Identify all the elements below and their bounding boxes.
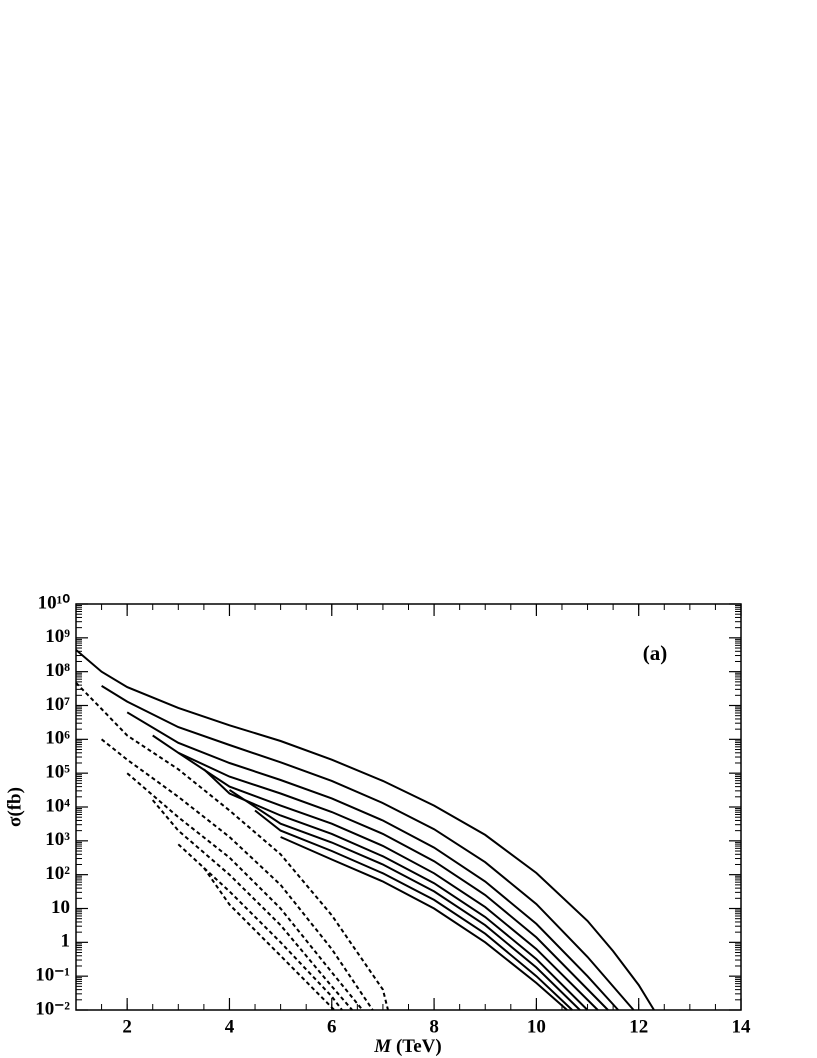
x-tick-label: 10	[527, 1016, 546, 1037]
curve	[151, 799, 353, 1011]
x-tick-label: 12	[629, 1016, 648, 1037]
y-tick-label: 10¹⁰	[38, 592, 71, 613]
curve	[228, 789, 581, 1011]
x-tick-label: 2	[122, 1016, 132, 1037]
curve	[177, 843, 343, 1011]
curve	[75, 682, 389, 1011]
y-tick-label: 10⁴	[45, 795, 70, 816]
curve	[254, 809, 573, 1011]
x-tick-label: 14	[732, 1016, 752, 1037]
annotation: (a)	[643, 641, 668, 665]
y-tick-label: 10⁵	[45, 762, 70, 783]
curve	[152, 734, 609, 1011]
y-tick-label: 10⁻¹	[35, 965, 70, 986]
y-tick-label: 10⁶	[45, 728, 70, 749]
y-tick-label: 10	[51, 897, 70, 918]
curve	[203, 867, 336, 1011]
x-axis-label: M (TeV)	[373, 1036, 441, 1057]
curve	[126, 711, 619, 1011]
x-tick-label: 6	[327, 1016, 337, 1037]
curve	[75, 649, 655, 1011]
curve	[126, 772, 364, 1011]
y-tick-label: 10⁷	[45, 694, 70, 715]
curve	[101, 685, 635, 1011]
y-tick-label: 1	[61, 931, 71, 952]
curve	[280, 836, 568, 1011]
y-tick-label: 10⁸	[45, 660, 70, 681]
y-axis-label: σ(fb)	[4, 787, 25, 827]
x-axis-symbol: M	[373, 1036, 392, 1057]
y-tick-label: 10³	[45, 829, 70, 850]
y-tick-label: 10²	[45, 863, 70, 884]
plot-frame	[75, 603, 742, 1011]
y-tick-label: 10⁻²	[35, 998, 70, 1019]
x-tick-label: 8	[429, 1016, 439, 1037]
x-tick-label: 4	[225, 1016, 235, 1037]
y-tick-label: 10⁹	[45, 626, 70, 647]
curve	[177, 751, 599, 1011]
x-axis-unit: (TeV)	[396, 1036, 442, 1057]
